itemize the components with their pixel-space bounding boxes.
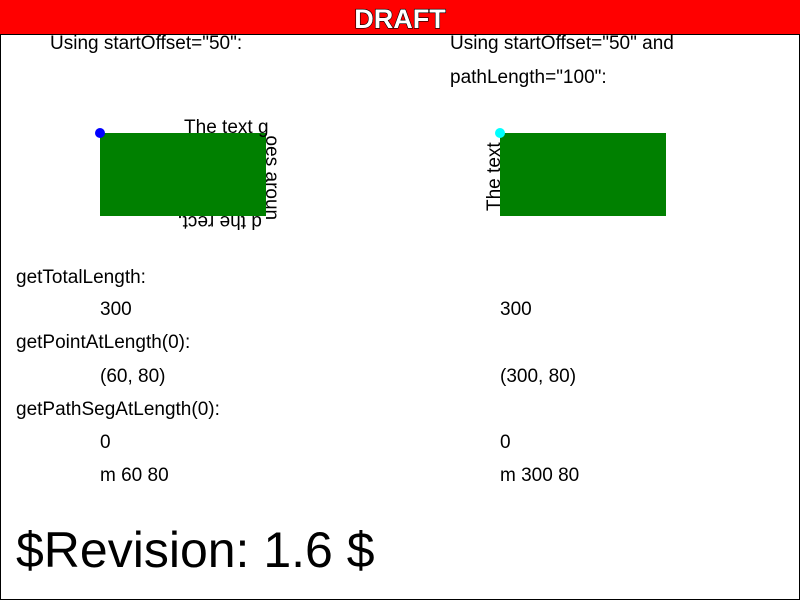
- draft-label: DRAFT: [354, 4, 446, 34]
- left-demo-caption: Using startOffset="50":: [50, 33, 243, 54]
- revision-label: $Revision: 1.6 $: [16, 522, 375, 578]
- total-length-label: getTotalLength:: [16, 267, 146, 288]
- total-length-right-value: 300: [500, 299, 532, 320]
- path-seg-path-left-value: m 60 80: [100, 465, 169, 486]
- path-seg-index-right-value: 0: [500, 432, 511, 453]
- path-seg-path-right-value: m 300 80: [500, 465, 580, 486]
- path-seg-at-length-label: getPathSegAtLength(0):: [16, 399, 220, 420]
- draft-banner-text-layer: DRAFT: [354, 3, 447, 34]
- total-length-left-value: 300: [100, 299, 132, 320]
- point-at-length-label: getPointAtLength(0):: [16, 332, 191, 353]
- point-at-length-left-value: (60, 80): [100, 366, 166, 387]
- point-at-length-right-value: (300, 80): [500, 366, 577, 387]
- right-demo-caption-line1: Using startOffset="50" and: [450, 33, 674, 54]
- draft-banner: [0, 0, 800, 35]
- right-demo-caption-line2: pathLength="100":: [450, 67, 607, 88]
- path-seg-index-left-value: 0: [100, 432, 111, 453]
